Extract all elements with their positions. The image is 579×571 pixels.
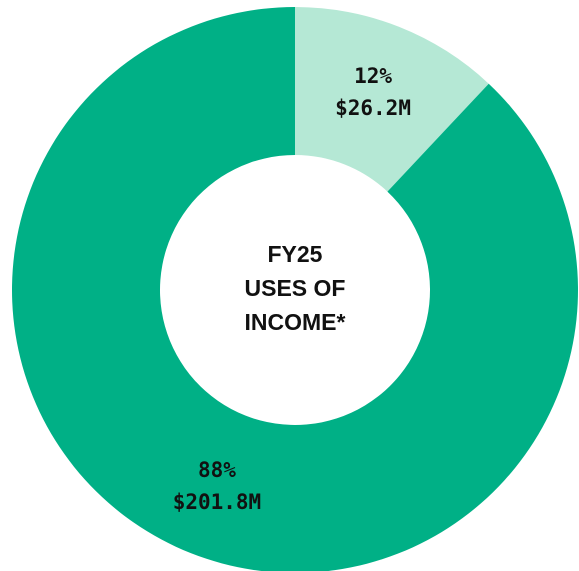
center-title: USES OF (245, 275, 346, 301)
center-title: INCOME* (245, 309, 346, 335)
percent-label: 12% (354, 64, 392, 88)
amount-label: $26.2M (335, 96, 411, 120)
center-title: FY25 (268, 241, 323, 267)
donut-slice (12, 7, 578, 571)
amount-label: $201.8M (173, 490, 262, 514)
donut-slice (295, 7, 489, 192)
percent-label: 88% (198, 458, 236, 482)
